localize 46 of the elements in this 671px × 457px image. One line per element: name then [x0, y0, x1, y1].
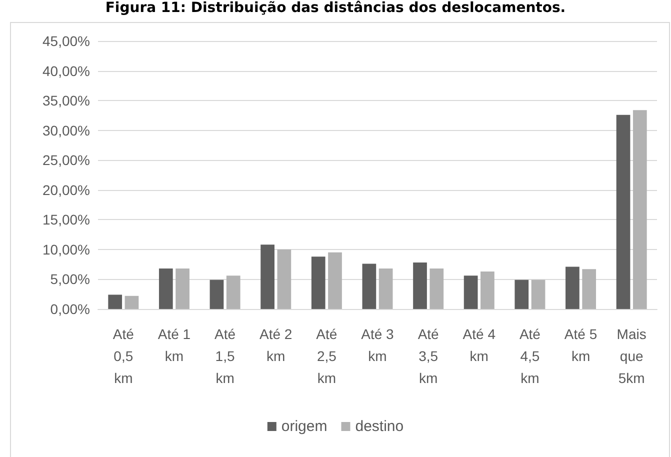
y-tick-label: 30,00%	[42, 122, 90, 138]
x-tick-label: Até 4 km	[462, 326, 496, 364]
y-tick-label: 20,00%	[42, 182, 90, 198]
x-tick-label: Até 2 km	[260, 326, 292, 364]
bar	[260, 244, 274, 309]
bar	[413, 262, 427, 309]
bar	[328, 252, 342, 309]
bar	[531, 280, 546, 309]
y-tick-label: 45,00%	[42, 33, 90, 49]
bar	[210, 280, 224, 309]
bar	[226, 276, 240, 309]
y-tick-label: 15,00%	[42, 212, 90, 228]
bar	[616, 114, 630, 309]
x-tick-label: Até 0,5 km	[112, 326, 134, 386]
y-tick-label: 5,00%	[50, 271, 90, 288]
y-tick-label: 25,00%	[42, 152, 90, 168]
bar	[582, 269, 596, 309]
bar	[277, 249, 292, 309]
bar	[158, 268, 173, 309]
bar	[514, 280, 529, 309]
bar	[464, 276, 478, 309]
chart-title: Figura 11: Distribuição das distâncias dos deslocamentos.	[104, 0, 567, 16]
bar	[311, 256, 326, 309]
x-tick-label: Até 1,5 km	[214, 326, 236, 386]
x-tick-label: Até 4,5 km	[519, 326, 541, 386]
x-tick-label: Até 3 km	[361, 326, 394, 364]
bar	[362, 264, 376, 309]
y-tick-label: 10,00%	[42, 241, 90, 258]
y-tick-label: 35,00%	[42, 92, 90, 109]
bar	[566, 266, 580, 309]
x-tick-label: Até 1 km	[158, 326, 191, 364]
bar	[108, 294, 122, 309]
x-tick-label: Até 2,5 km	[316, 326, 338, 386]
bar	[176, 268, 190, 309]
x-tick-label: Mais que 5km	[616, 326, 646, 386]
bar	[430, 268, 444, 309]
y-tick-label: 0,00%	[50, 301, 90, 317]
legend-label: destino	[355, 418, 404, 435]
bar	[632, 110, 647, 309]
y-tick-label: 40,00%	[42, 62, 90, 79]
x-tick-label: Até 5 km	[564, 326, 598, 364]
bar	[378, 268, 393, 309]
bar	[480, 271, 494, 309]
legend-label: origem	[281, 418, 328, 435]
bar	[124, 296, 139, 309]
x-tick-label: Até 3,5 km	[418, 326, 440, 386]
